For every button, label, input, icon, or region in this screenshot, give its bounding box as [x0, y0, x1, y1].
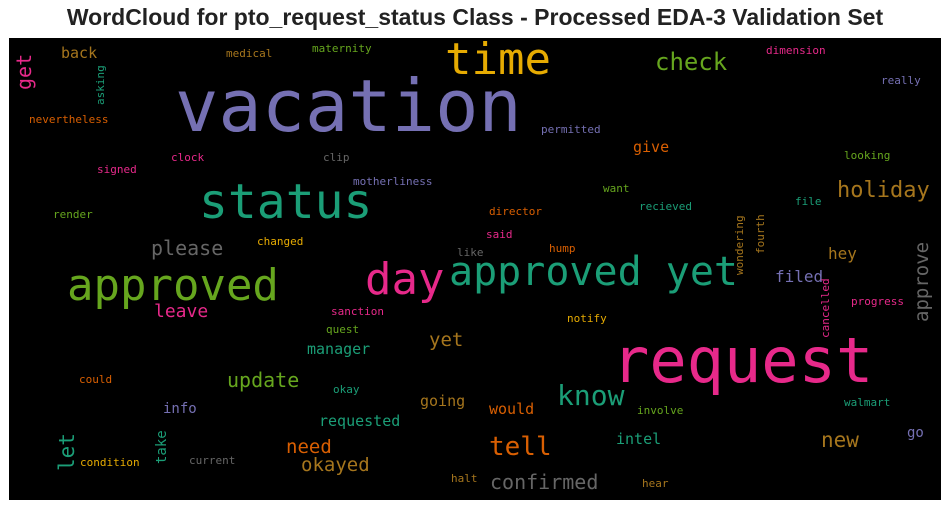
- word-signed: signed: [97, 163, 137, 176]
- word-holiday: holiday: [837, 178, 930, 203]
- word-day: day: [365, 254, 445, 305]
- word-cancelled: cancelled: [819, 278, 832, 338]
- word-filed: filed: [775, 267, 824, 286]
- word-leave: leave: [154, 301, 209, 322]
- word-new: new: [821, 428, 859, 452]
- word-requested: requested: [319, 412, 401, 430]
- word-status: status: [199, 174, 373, 230]
- word-looking: looking: [844, 149, 891, 162]
- word-said: said: [486, 228, 513, 241]
- word-go: go: [907, 425, 924, 441]
- word-sanction: sanction: [331, 305, 384, 318]
- word-clock: clock: [171, 151, 205, 164]
- word-okay: okay: [333, 383, 360, 396]
- word-quest: quest: [326, 323, 360, 336]
- word-know: know: [557, 379, 625, 412]
- word-asking: asking: [94, 65, 107, 105]
- word-condition: condition: [80, 456, 140, 469]
- wordcloud-canvas: vacation request status approved yet approve…: [9, 38, 941, 500]
- word-info: info: [163, 401, 197, 417]
- word-time: time: [445, 38, 551, 85]
- word-approved: approved: [67, 260, 279, 311]
- word-motherliness: motherliness: [353, 175, 433, 188]
- word-hear: hear: [642, 477, 669, 490]
- word-get: get: [12, 53, 36, 90]
- word-okayed: okayed: [301, 454, 370, 476]
- word-medical: medical: [226, 47, 273, 60]
- word-maternity: maternity: [312, 42, 372, 55]
- word-update: update: [227, 368, 300, 392]
- word-give: give: [633, 138, 670, 156]
- word-walmart: walmart: [844, 396, 891, 409]
- word-intel: intel: [616, 430, 662, 448]
- word-confirmed: confirmed: [490, 470, 599, 494]
- word-hey: hey: [828, 244, 857, 263]
- word-hump: hump: [549, 242, 576, 255]
- word-going: going: [420, 392, 466, 410]
- word-could: could: [79, 373, 113, 386]
- word-would: would: [489, 400, 535, 418]
- word-let: let: [55, 433, 79, 471]
- word-fourth: fourth: [754, 214, 767, 254]
- word-file: file: [795, 195, 822, 208]
- word-clip: clip: [323, 151, 350, 164]
- word-nevertheless: nevertheless: [29, 113, 109, 126]
- word-like: like: [457, 246, 484, 259]
- word-yet: yet: [429, 329, 464, 351]
- word-take: take: [154, 430, 170, 464]
- word-vacation: vacation: [175, 64, 522, 148]
- word-tell: tell: [489, 432, 552, 462]
- word-really: really: [881, 74, 921, 87]
- word-director: director: [489, 205, 542, 218]
- word-back: back: [61, 44, 98, 62]
- word-halt: halt: [451, 472, 478, 485]
- chart-title: WordCloud for pto_request_status Class -…: [66, 4, 884, 30]
- word-need: need: [286, 436, 332, 458]
- word-changed: changed: [257, 235, 304, 248]
- word-involve: involve: [637, 404, 684, 417]
- word-render: render: [53, 208, 93, 221]
- word-check: check: [655, 48, 728, 76]
- word-manager: manager: [307, 340, 371, 358]
- word-current: current: [189, 454, 236, 467]
- word-please: please: [151, 236, 224, 260]
- word-want: want: [603, 182, 630, 195]
- word-wondering: wondering: [733, 215, 746, 275]
- word-request: request: [612, 324, 874, 397]
- word-dimension: dimension: [766, 44, 826, 57]
- word-approve: approve: [911, 241, 933, 322]
- word-recieved: recieved: [639, 200, 692, 213]
- word-progress: progress: [851, 295, 904, 308]
- word-permitted: permitted: [541, 123, 601, 136]
- word-approved-yet: approved yet: [449, 249, 738, 295]
- word-notify: notify: [567, 312, 607, 325]
